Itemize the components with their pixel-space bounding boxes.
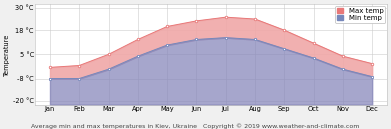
Legend: Max temp, Min temp: Max temp, Min temp bbox=[335, 6, 386, 23]
Text: Average min and max temperatures in Kiev, Ukraine   Copyright © 2019 www.weather: Average min and max temperatures in Kiev… bbox=[31, 123, 360, 129]
Y-axis label: Temperature: Temperature bbox=[4, 33, 10, 76]
